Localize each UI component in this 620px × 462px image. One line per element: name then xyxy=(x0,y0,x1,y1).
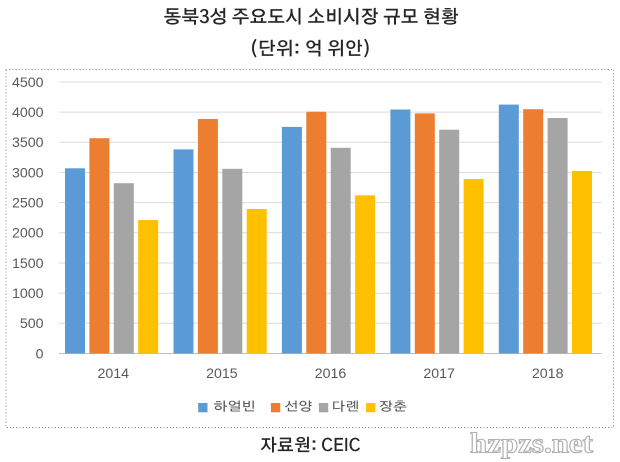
svg-text:2017: 2017 xyxy=(423,366,455,382)
svg-text:2018: 2018 xyxy=(532,366,564,382)
svg-text:500: 500 xyxy=(20,316,44,332)
svg-text:2500: 2500 xyxy=(12,196,44,212)
svg-text:2015: 2015 xyxy=(206,366,238,382)
svg-text:2014: 2014 xyxy=(98,366,130,382)
svg-text:3000: 3000 xyxy=(12,165,44,181)
svg-text:2000: 2000 xyxy=(12,226,44,242)
svg-text:0: 0 xyxy=(36,346,44,362)
svg-text:4500: 4500 xyxy=(12,75,44,91)
svg-text:4000: 4000 xyxy=(12,105,44,121)
svg-text:2016: 2016 xyxy=(315,366,347,382)
svg-text:3500: 3500 xyxy=(12,135,44,151)
svg-text:1500: 1500 xyxy=(12,256,44,272)
svg-text:1000: 1000 xyxy=(12,286,44,302)
svg-text:hzpzs.net: hzpzs.net xyxy=(470,429,594,460)
